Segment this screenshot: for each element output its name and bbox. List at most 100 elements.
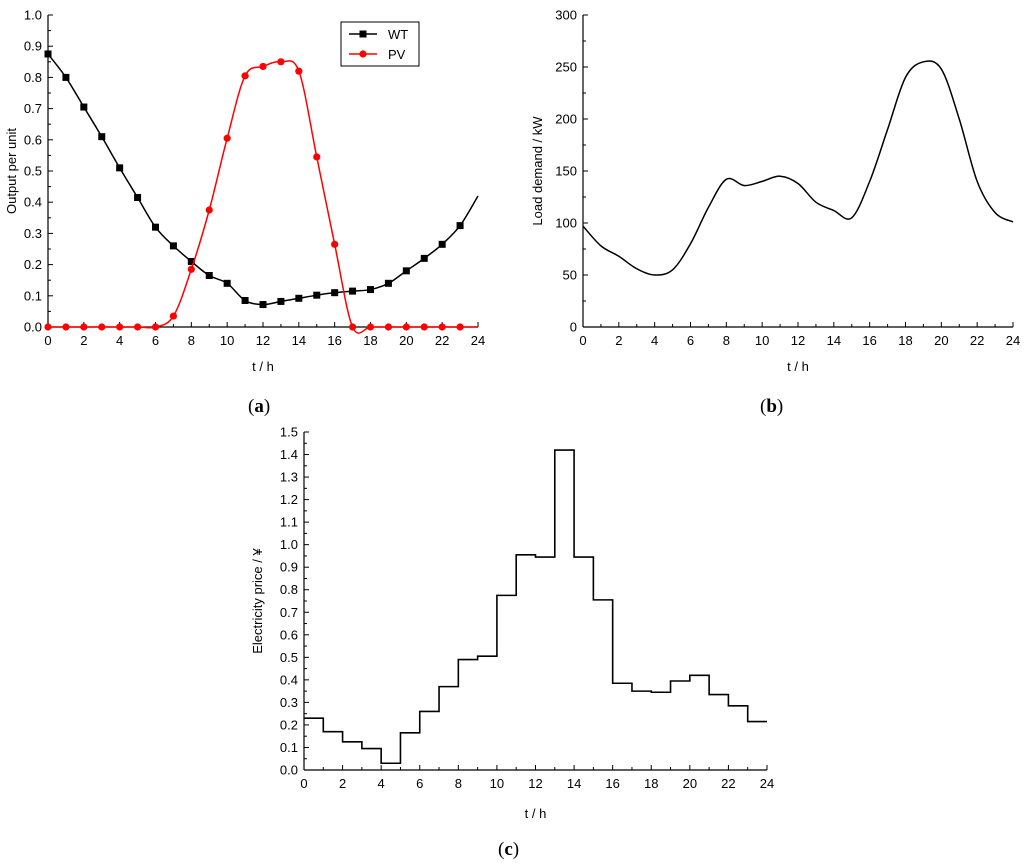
series-pv-line [48,60,478,334]
chart-panel-a: 0 2 4 6 8 10 12 14 16 18 20 22 240.00.10.20.30.40.50… [4,8,485,375]
x-tick-label: 6 [152,333,159,348]
x-tick-label: 10 [755,333,769,348]
series-pv-point [187,265,195,273]
y-tick-label: 0.1 [280,740,298,755]
y-tick-label: 1.2 [280,492,298,507]
series-wt-point [205,272,213,280]
y-tick-label: 1.0 [280,537,298,552]
x-tick-label: 12 [256,333,270,348]
legend: WT PV [340,21,420,67]
series-wt-point [277,297,285,305]
y-tick-label: 0.2 [24,257,42,272]
x-tick-label: 18 [363,333,377,348]
series-pv-point [438,323,446,331]
panel-label-a: (a) [248,396,270,417]
y-tick-label: 0 [570,320,577,335]
y-tick-label: 1.1 [280,515,298,530]
series-pv-point [151,323,160,331]
legend-pv-marker [359,50,367,58]
y-tick-label: 0.4 [24,195,42,210]
x-tick-label: 2 [615,333,622,348]
y-axis-title: Electricity price / ¥ [250,547,265,653]
series-wt-point [134,194,142,202]
series-wt-point [116,164,124,172]
x-tick-label: 22 [970,333,984,348]
series-pv-point [98,323,106,331]
series-pv-point [313,153,321,161]
x-tick-label: 2 [339,776,346,791]
x-tick-label: 24 [1006,333,1020,348]
y-tick-label: 1.3 [280,470,298,485]
series-pv-point [223,134,231,142]
y-tick-label: 100 [555,216,577,231]
y-tick-label: 0.5 [24,164,42,179]
series-pv-point [169,312,178,320]
x-tick-label: 16 [327,333,341,348]
series-wt-point [313,291,321,299]
series-wt-point [259,301,267,309]
y-tick-label: 1.0 [24,8,42,23]
y-tick-label: 0.4 [280,672,298,687]
x-tick-label: 4 [651,333,658,348]
x-tick-label: 4 [378,776,385,791]
series-wt-point [331,289,339,297]
x-tick-label: 24 [760,776,774,791]
x-tick-label: 14 [292,333,306,348]
series-wt-point [152,223,159,231]
series-pv-point [366,323,375,331]
series-wt-point [223,279,231,287]
series-wt-point [62,73,70,81]
series-wt-point [349,287,357,295]
series-wt-line [47,53,479,306]
x-tick-label: 8 [455,776,462,791]
series-pv-point [80,323,88,331]
series-wt-point [241,296,249,304]
y-tick-label: 0.8 [280,582,298,597]
series-wt-point [367,286,374,294]
series-wt-point [80,103,88,111]
series-wt-point [98,133,106,141]
x-tick-label: 18 [898,333,912,348]
y-tick-label: 0.3 [280,695,298,710]
series-pv-point [44,323,52,331]
y-tick-label: 0.7 [280,605,298,620]
y-tick-label: 1.5 [280,425,298,440]
x-tick-label: 2 [80,333,87,348]
x-tick-label: 0 [300,776,307,791]
series-pv-point [295,67,303,75]
series-pv-point [62,323,70,331]
y-tick-label: 0.0 [280,763,298,778]
y-axis-title: Load demand / kW [530,116,545,226]
x-tick-label: 22 [721,776,735,791]
x-tick-label: 22 [435,333,449,348]
x-tick-label: 24 [471,333,485,348]
series-pv-point [331,240,339,248]
x-tick-label: 12 [528,776,542,791]
x-tick-label: 4 [116,333,123,348]
x-tick-label: 16 [862,333,876,348]
x-tick-label: 14 [567,776,581,791]
legend-wt-label: WT [388,27,408,42]
legend-wt-marker [359,30,367,38]
y-tick-label: 0.3 [24,226,42,241]
y-tick-label: 0.8 [24,70,42,85]
series-pv-point [402,323,410,331]
series-pv-point [348,323,357,331]
y-tick-label: 150 [555,164,577,179]
x-tick-label: 6 [687,333,694,348]
series-load-line [582,60,1014,276]
y-tick-label: 0.9 [24,39,42,54]
series-wt-point [384,279,392,287]
x-axis-title: t / h [787,359,809,374]
series-wt-point [420,254,428,262]
y-tick-label: 0.7 [24,101,42,116]
y-tick-label: 50 [563,268,577,283]
x-tick-label: 18 [644,776,658,791]
y-tick-label: 300 [555,8,577,23]
y-tick-label: 200 [555,112,577,127]
y-axis-title: Output per unit [4,128,19,214]
series-wt-point [295,294,303,302]
panel-label-b: (b) [760,396,783,417]
series-wt-point [169,242,177,250]
